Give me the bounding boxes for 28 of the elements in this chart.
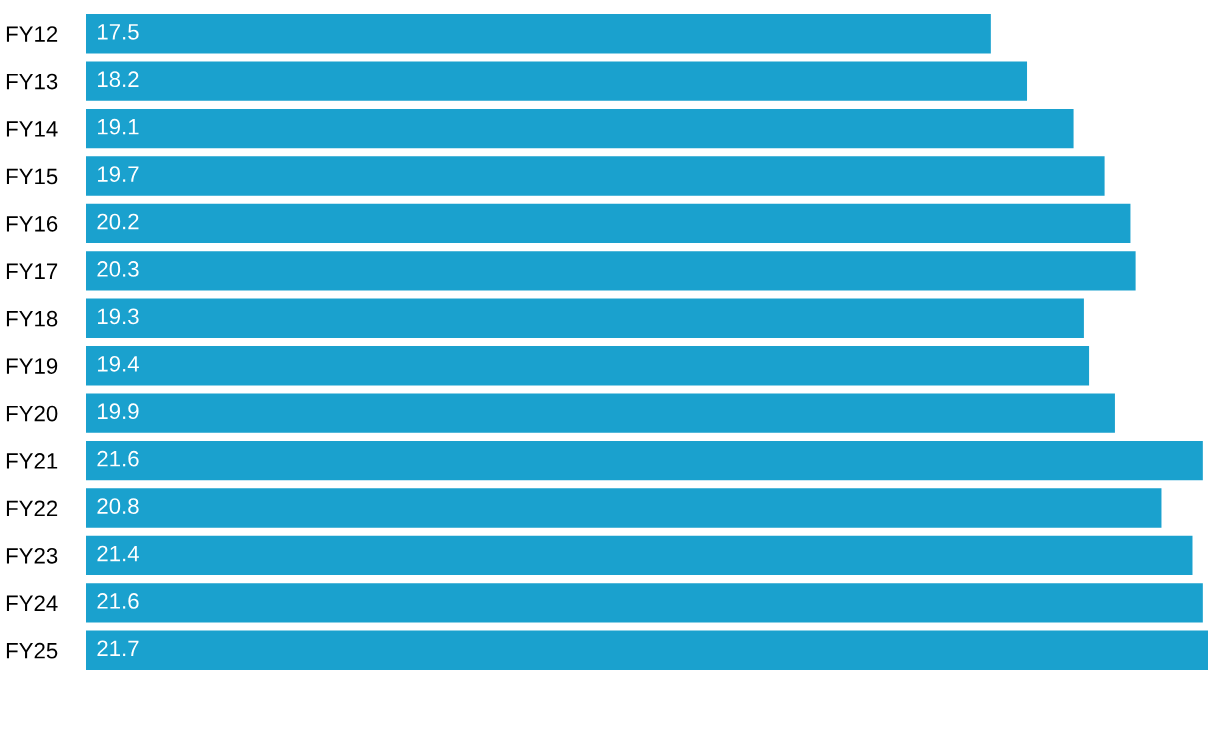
data-label: 19.1 [98, 118, 139, 135]
data-label: 21.4 [97, 545, 139, 562]
y-tick-label: FY21 [6, 453, 58, 469]
data-label: 17.5 [98, 24, 139, 40]
y-tick-label: FY16 [6, 215, 58, 232]
y-tick-label: FY15 [6, 168, 58, 185]
y-tick-label: FY23 [6, 547, 58, 564]
data-label: 19.9 [98, 403, 139, 420]
y-tick-label: FY19 [6, 358, 58, 374]
y-tick-label: FY24 [6, 595, 58, 611]
data-label: 20.3 [97, 261, 139, 277]
y-tick-label: FY14 [6, 121, 58, 137]
data-label: 19.3 [98, 308, 139, 325]
data-label: 18.2 [98, 71, 139, 88]
y-tick-label: FY20 [6, 405, 58, 422]
data-label: 21.6 [97, 450, 139, 467]
data-label: 19.7 [98, 166, 139, 182]
y-tick-label: FY12 [6, 26, 58, 42]
y-tick-label: FY22 [6, 500, 58, 517]
y-tick-label: FY18 [6, 310, 58, 327]
y-tick-label: FY13 [6, 73, 58, 90]
data-label: 21.6 [97, 593, 139, 609]
data-label: 20.8 [97, 498, 139, 514]
y-tick-label: FY17 [6, 263, 58, 279]
y-tick-label: FY25 [6, 642, 58, 659]
data-label: 20.2 [97, 213, 139, 230]
data-label: 19.4 [98, 355, 139, 372]
data-label: 21.7 [97, 640, 139, 657]
